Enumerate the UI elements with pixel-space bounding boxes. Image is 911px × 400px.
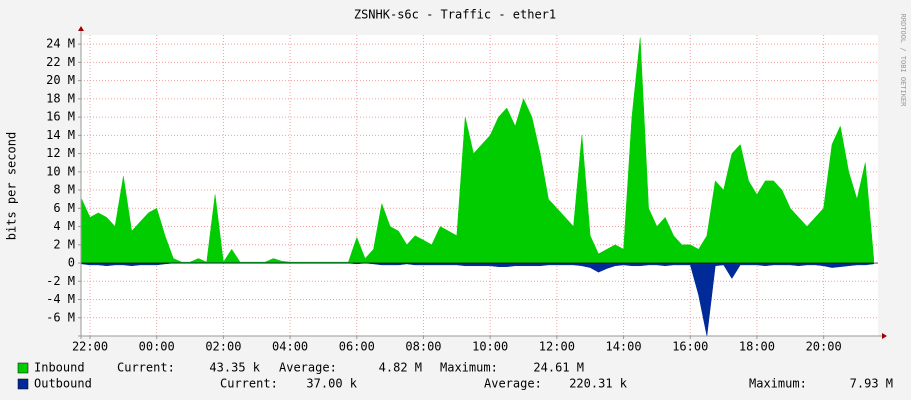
x-tick-label: 00:00 (139, 340, 175, 354)
legend-stat-value: 4.82 M (379, 361, 422, 375)
x-tick-label: 06:00 (339, 340, 375, 354)
y-tick-label: 8 M (53, 183, 75, 197)
x-axis-arrow (882, 333, 887, 339)
legend-stat-label: Current: (220, 377, 278, 391)
legend-stat-value: 220.31 k (569, 377, 628, 391)
x-tick-label: 14:00 (605, 340, 641, 354)
x-tick-label: 18:00 (739, 340, 775, 354)
y-tick-label: 14 M (46, 128, 75, 142)
legend-stat-label: Maximum: (440, 361, 498, 375)
y-tick-label: -2 M (46, 274, 75, 288)
legend-stat-value: 37.00 k (306, 377, 357, 391)
x-tick-label: 22:00 (72, 340, 108, 354)
chart-title: ZSNHK-s6c - Traffic - ether1 (354, 8, 556, 22)
legend-swatch (17, 378, 29, 390)
legend-swatch (17, 362, 29, 374)
y-tick-label: 10 M (46, 164, 75, 178)
x-tick-label: 02:00 (205, 340, 241, 354)
legend-label: Outbound (34, 377, 92, 391)
y-tick-label: 6 M (53, 201, 75, 215)
x-tick-label: 20:00 (806, 340, 842, 354)
y-tick-label: 16 M (46, 110, 75, 124)
x-tick-label: 04:00 (272, 340, 308, 354)
y-tick-label: -4 M (46, 292, 75, 306)
legend-stat-label: Maximum: (749, 377, 807, 391)
y-tick-label: 2 M (53, 237, 75, 251)
y-tick-label: 20 M (46, 73, 75, 87)
y-tick-label: -6 M (46, 310, 75, 324)
x-tick-label: 12:00 (539, 340, 575, 354)
area (81, 37, 874, 264)
legend-stat-label: Current: (117, 361, 175, 375)
y-tick-label: 22 M (46, 55, 75, 69)
y-tick-label: 4 M (53, 219, 75, 233)
watermark: RRDTOOL / TOBI OETIKER (899, 14, 907, 108)
y-tick-label: 18 M (46, 91, 75, 105)
legend-stat-value: 24.61 M (533, 361, 584, 375)
legend-stat-value: 43.35 k (209, 361, 260, 375)
y-tick-label: 24 M (46, 37, 75, 51)
x-tick-label: 08:00 (405, 340, 441, 354)
legend-stat-value: 7.93 M (850, 377, 893, 391)
x-tick-label: 16:00 (672, 340, 708, 354)
x-tick-label: 10:00 (472, 340, 508, 354)
y-tick-label: 0 (68, 256, 75, 270)
y-axis-arrow (78, 26, 84, 31)
legend-label: Inbound (34, 361, 85, 375)
y-tick-label: 12 M (46, 146, 75, 160)
y-axis-label: bits per second (5, 132, 19, 240)
legend-stat-label: Average: (484, 377, 542, 391)
legend-stat-label: Average: (279, 361, 337, 375)
